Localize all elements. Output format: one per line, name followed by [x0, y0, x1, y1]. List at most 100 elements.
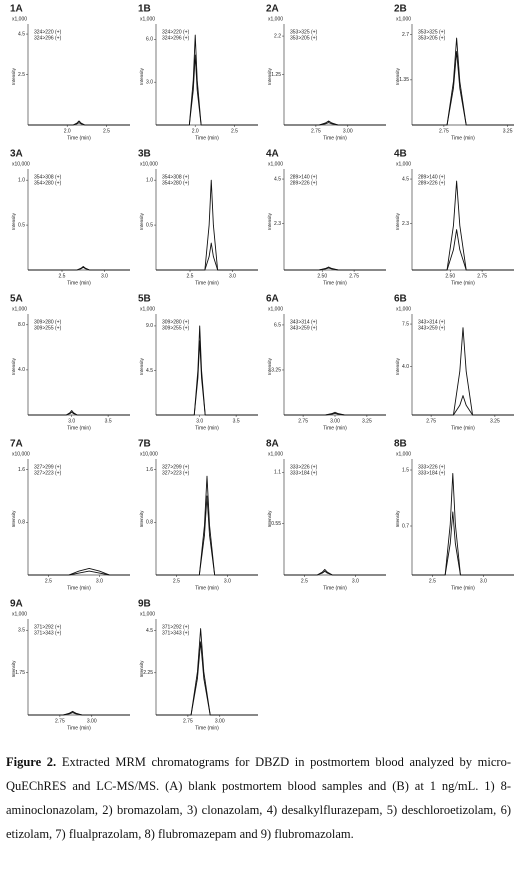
- trace: [156, 54, 258, 126]
- y-axis-label: Intensity: [139, 357, 144, 375]
- scale-label: x1,000: [268, 306, 283, 312]
- scale-label: x1,000: [12, 16, 27, 22]
- transition-label: 354>308 (+): [34, 174, 62, 180]
- transition-label: 353>205 (+): [418, 35, 446, 41]
- y-tick-label: 9.0: [146, 323, 153, 329]
- y-tick-label: 1.25: [271, 72, 281, 78]
- panel-label: 1B: [138, 4, 151, 15]
- panel-label: 8A: [266, 439, 279, 450]
- trace: [284, 570, 386, 576]
- transition-label: 324>220 (+): [162, 29, 190, 35]
- trace: [156, 325, 258, 416]
- panel-label: 2B: [394, 4, 407, 15]
- y-axis-label: Intensity: [267, 212, 272, 230]
- y-tick-label: 0.8: [18, 520, 25, 526]
- transition-label: 324>296 (+): [162, 35, 190, 41]
- y-tick-label: 1.5: [402, 467, 409, 473]
- caption: Figure 2. Extracted MRM chromatograms fo…: [6, 750, 511, 846]
- y-axis-label: Intensity: [11, 660, 16, 678]
- transition-label: 327>223 (+): [34, 470, 62, 476]
- x-axis-label: Time (min): [323, 585, 347, 591]
- trace: [28, 411, 130, 416]
- panel-label: 6A: [266, 294, 279, 305]
- transition-label: 371>343 (+): [34, 630, 62, 636]
- x-tick-label: 2.75: [311, 128, 321, 134]
- x-tick-label: 3.0: [101, 273, 108, 279]
- x-tick-label: 2.75: [477, 273, 487, 279]
- trace: [28, 567, 130, 576]
- caption-label: Figure 2.: [6, 755, 57, 769]
- x-tick-label: 3.25: [490, 418, 500, 424]
- x-axis-label: Time (min): [195, 280, 219, 286]
- transition-label: 289>140 (+): [418, 174, 446, 180]
- x-axis-label: Time (min): [451, 585, 475, 591]
- y-tick-label: 4.5: [18, 31, 25, 37]
- transition-label: 353>205 (+): [290, 35, 318, 41]
- y-tick-label: 4.0: [402, 364, 409, 370]
- transition-label: 309>255 (+): [34, 325, 62, 331]
- x-axis-label: Time (min): [195, 425, 219, 431]
- x-tick-label: 3.00: [87, 718, 97, 724]
- x-tick-label: 2.5: [187, 273, 194, 279]
- scale-label: x1,000: [12, 611, 27, 617]
- y-tick-label: 3.25: [271, 367, 281, 373]
- x-tick-label: 2.5: [59, 273, 66, 279]
- x-tick-label: 2.5: [45, 578, 52, 584]
- y-axis-label: Intensity: [139, 67, 144, 85]
- x-tick-label: 3.0: [352, 578, 359, 584]
- panel-label: 2A: [266, 4, 279, 15]
- x-tick-label: 2.5: [301, 578, 308, 584]
- x-tick-label: 2.0: [64, 128, 71, 134]
- y-axis-label: Intensity: [395, 510, 400, 528]
- y-axis-label: Intensity: [395, 67, 400, 85]
- y-tick-label: 1.1: [274, 470, 281, 476]
- trace: [412, 50, 514, 126]
- trace: [156, 495, 258, 576]
- x-tick-label: 3.25: [362, 418, 372, 424]
- transition-label: 333>226 (+): [418, 464, 446, 470]
- y-tick-label: 4.5: [146, 628, 153, 634]
- trace: [156, 179, 258, 271]
- trace: [284, 568, 386, 576]
- y-tick-label: 4.5: [274, 176, 281, 182]
- scale-label: x1,000: [140, 306, 155, 312]
- x-tick-label: 2.75: [426, 418, 436, 424]
- trace: [412, 473, 514, 576]
- y-tick-label: 8.0: [18, 322, 25, 328]
- y-tick-label: 7.5: [402, 321, 409, 327]
- scale-label: x1,000: [268, 16, 283, 22]
- panel-label: 4B: [394, 149, 407, 160]
- y-tick-label: 0.55: [271, 521, 281, 527]
- y-tick-label: 1.75: [15, 670, 25, 676]
- panel-label: 5B: [138, 294, 151, 305]
- transition-label: 289>226 (+): [418, 180, 446, 186]
- y-tick-label: 2.25: [143, 670, 153, 676]
- transition-label: 333>226 (+): [290, 464, 318, 470]
- x-tick-label: 2.5: [429, 578, 436, 584]
- trace: [412, 229, 514, 271]
- transition-label: 371>292 (+): [162, 624, 190, 630]
- y-tick-label: 1.0: [18, 178, 25, 184]
- trace: [156, 340, 258, 416]
- y-tick-label: 2.5: [18, 72, 25, 78]
- x-tick-label: 2.75: [298, 418, 308, 424]
- x-tick-label: 3.0: [480, 578, 487, 584]
- x-tick-label: 3.5: [233, 418, 240, 424]
- x-axis-label: Time (min): [451, 135, 475, 141]
- x-tick-label: 2.5: [173, 578, 180, 584]
- y-tick-label: 4.5: [146, 368, 153, 374]
- trace: [284, 122, 386, 126]
- x-axis-label: Time (min): [67, 135, 91, 141]
- panel-label: 5A: [10, 294, 23, 305]
- x-tick-label: 3.0: [68, 418, 75, 424]
- transition-label: 327>299 (+): [34, 464, 62, 470]
- y-tick-label: 0.5: [18, 222, 25, 228]
- trace: [28, 266, 130, 271]
- y-tick-label: 6.0: [146, 37, 153, 43]
- panel-label: 3B: [138, 149, 151, 160]
- y-tick-label: 6.5: [274, 322, 281, 328]
- y-tick-label: 1.35: [399, 77, 409, 83]
- trace: [28, 712, 130, 716]
- x-tick-label: 3.5: [105, 418, 112, 424]
- transition-label: 289>140 (+): [290, 174, 318, 180]
